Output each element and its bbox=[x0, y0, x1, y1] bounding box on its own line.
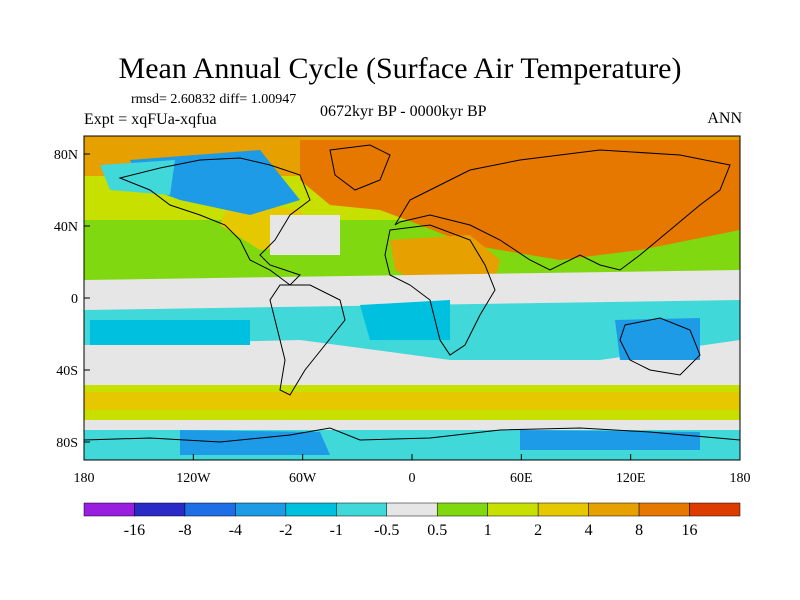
field-southern-ocean-neutral bbox=[84, 420, 740, 430]
field-south-pacific-cool bbox=[90, 320, 250, 345]
coastlines bbox=[84, 144, 740, 443]
colorbar-swatch bbox=[184, 502, 236, 517]
lon-axis: 180 120W 60W 0 60E 120E 180 bbox=[74, 454, 751, 486]
field-east-antarctic-blue bbox=[520, 430, 700, 450]
coast-antarctica bbox=[84, 427, 740, 443]
colorbar-label: -2 bbox=[279, 522, 292, 539]
temperature-field bbox=[84, 136, 740, 460]
colorbar-label: -1 bbox=[330, 522, 343, 539]
lat-axis: 80N 40N 0 40S 80S bbox=[54, 148, 90, 451]
lon-tick-label: 0 bbox=[409, 471, 416, 486]
lon-tick-label: 180 bbox=[730, 471, 751, 486]
colorbar-label: 4 bbox=[585, 522, 593, 539]
colorbar-swatch bbox=[689, 502, 741, 517]
colorbar-swatch bbox=[436, 502, 488, 517]
lon-tick-label: 120W bbox=[176, 471, 211, 486]
lat-tick-label: 40S bbox=[56, 364, 78, 379]
colorbar-swatch bbox=[235, 502, 287, 517]
stats-text: rmsd= 2.60832 diff= 1.00947 bbox=[131, 92, 297, 107]
field-antarctic-blue bbox=[180, 430, 330, 455]
colorbar-label: 1 bbox=[484, 522, 492, 539]
colorbar-swatch bbox=[588, 502, 640, 517]
lon-tick-label: 120E bbox=[616, 471, 646, 486]
period-label: 0672kyr BP - 0000kyr BP bbox=[320, 103, 487, 120]
coast-europe-asia bbox=[394, 149, 731, 271]
colorbar-label: 2 bbox=[534, 522, 542, 539]
field-australia-cool bbox=[615, 318, 700, 360]
coast-africa bbox=[384, 224, 496, 356]
field-alaska-cool bbox=[100, 160, 175, 195]
colorbar-swatch bbox=[638, 502, 690, 517]
lon-tick-label: 180 bbox=[74, 471, 95, 486]
colorbar-label: 0.5 bbox=[427, 522, 447, 539]
field-south-atlantic-cool bbox=[360, 300, 450, 340]
lat-tick-label: 40N bbox=[54, 220, 78, 235]
plot-title: Mean Annual Cycle (Surface Air Temperatu… bbox=[118, 52, 682, 85]
colorbar-label: 16 bbox=[682, 522, 698, 539]
lat-tick-label: 80S bbox=[56, 436, 78, 451]
experiment-label: Expt = xqFUa-xqfua bbox=[84, 111, 217, 128]
field-tropics-neutral bbox=[84, 270, 740, 305]
colorbar-label: -16 bbox=[124, 522, 145, 539]
lon-tick-label: 60W bbox=[289, 471, 317, 486]
field-gulf-neutral bbox=[270, 215, 340, 255]
season-label: ANN bbox=[707, 110, 742, 127]
lon-tick-label: 60E bbox=[510, 471, 533, 486]
field-southern-ocean-yellow bbox=[84, 392, 740, 410]
colorbar-label: -0.5 bbox=[374, 522, 399, 539]
colorbar-swatch bbox=[336, 502, 388, 517]
colorbar-label: -4 bbox=[229, 522, 242, 539]
lat-tick-label: 80N bbox=[54, 148, 78, 163]
coast-greenland bbox=[329, 144, 391, 191]
coast-south-america bbox=[269, 284, 346, 396]
colorbar-swatch bbox=[134, 502, 186, 517]
colorbar-label: 8 bbox=[635, 522, 643, 539]
colorbar-swatch bbox=[537, 502, 589, 517]
lat-tick-label: 0 bbox=[71, 292, 78, 307]
colorbar: -16 -8 -4 -2 -1 -0.5 0.5 1 2 4 8 16 bbox=[83, 502, 741, 539]
colorbar-swatch bbox=[83, 502, 135, 517]
colorbar-swatch bbox=[285, 502, 337, 517]
colorbar-swatch bbox=[386, 502, 438, 517]
colorbar-swatch bbox=[487, 502, 539, 517]
coast-australia bbox=[619, 317, 701, 376]
coast-north-america bbox=[118, 157, 311, 286]
field-eurasia-orange bbox=[300, 140, 740, 260]
colorbar-label: -8 bbox=[178, 522, 191, 539]
